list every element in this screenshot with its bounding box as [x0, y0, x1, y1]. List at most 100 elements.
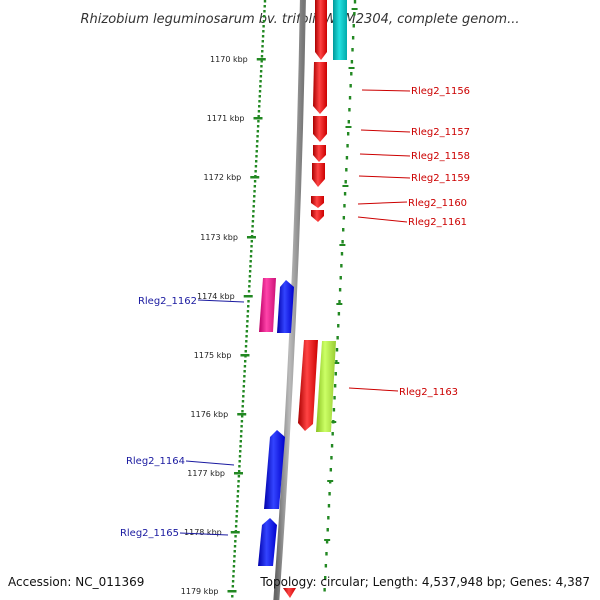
track-dot — [263, 5, 266, 8]
track-dot — [232, 565, 236, 568]
track-dot — [339, 276, 342, 280]
track-dot — [338, 288, 342, 292]
track-dot — [261, 45, 264, 48]
track-dot — [262, 20, 266, 23]
gene-label[interactable]: Rleg2_1164 — [126, 456, 185, 467]
track-dot — [257, 115, 260, 118]
track-dot — [327, 516, 330, 520]
tick-label: 1179 kbp — [181, 587, 219, 596]
track-dot — [259, 85, 262, 88]
tick-mark — [240, 354, 250, 357]
track-dot — [247, 290, 251, 293]
track-dot — [254, 170, 257, 173]
track-dash — [330, 421, 337, 423]
track-dot — [246, 310, 250, 313]
track-dot — [246, 320, 249, 323]
track-dot — [338, 300, 341, 304]
track-dot — [238, 460, 241, 463]
gene-arrow[interactable] — [313, 62, 327, 114]
gene-label[interactable]: Rleg2_1159 — [411, 173, 470, 184]
tick-label: 1172 kbp — [204, 173, 242, 182]
track-dot — [248, 275, 252, 278]
track-dot — [251, 225, 254, 228]
track-dot — [342, 216, 346, 220]
track-dot — [344, 180, 347, 184]
gene-arrow[interactable] — [316, 341, 336, 432]
track-dot — [343, 192, 347, 196]
gene-arrow[interactable] — [315, 0, 327, 60]
track-dot — [352, 24, 355, 28]
track-dot — [329, 468, 333, 472]
track-dot — [243, 375, 246, 378]
track-dot — [233, 545, 237, 548]
track-dot — [239, 445, 242, 448]
track-dot — [255, 150, 258, 153]
label-leaders — [179, 89, 411, 536]
track-dot — [245, 330, 249, 333]
track-dot — [346, 144, 349, 148]
gene-arrow[interactable] — [313, 116, 327, 142]
track-dot — [261, 35, 265, 38]
track-dash — [324, 539, 331, 541]
track-dot — [256, 130, 260, 133]
gene-arrow[interactable] — [298, 340, 318, 431]
gene-arrow[interactable] — [312, 163, 325, 187]
gene-arrow[interactable] — [333, 0, 347, 60]
track-dot — [239, 440, 242, 443]
track-dot — [248, 280, 251, 283]
track-dot — [348, 96, 352, 100]
track-dot — [247, 305, 250, 308]
track-dot — [350, 60, 354, 64]
tick-label: 1175 kbp — [194, 351, 232, 360]
track-dot — [262, 15, 266, 18]
gene-label[interactable]: Rleg2_1165 — [120, 528, 179, 539]
track-dot — [240, 420, 244, 423]
track-dot — [335, 348, 339, 352]
track-dot — [237, 480, 240, 483]
track-dot — [347, 120, 350, 124]
gene-arrow[interactable] — [313, 145, 326, 162]
track-dot — [241, 410, 244, 413]
gene-arrow[interactable] — [259, 278, 276, 332]
gene-arrow[interactable] — [277, 280, 294, 333]
track-dot — [235, 520, 238, 523]
track-dot — [335, 360, 338, 364]
track-dot — [251, 215, 255, 218]
track-dash — [339, 244, 346, 246]
track-dot — [245, 340, 248, 343]
track-dot — [337, 312, 341, 316]
track-dot — [343, 204, 346, 208]
track-dot — [353, 0, 357, 4]
track-dot — [258, 95, 261, 98]
gene-label[interactable]: Rleg2_1156 — [411, 86, 470, 97]
gene-arrow[interactable] — [311, 196, 324, 208]
track-dot — [260, 65, 263, 68]
track-dot — [231, 580, 235, 583]
track-dot — [256, 140, 259, 143]
gene-label[interactable]: Rleg2_1157 — [411, 127, 470, 138]
gene-label[interactable]: Rleg2_1161 — [408, 217, 467, 228]
track-dot — [242, 390, 245, 393]
gene-arrow[interactable] — [264, 430, 285, 509]
tick-label: 1178 kbp — [184, 528, 222, 537]
track-dot — [249, 255, 253, 258]
track-dot — [243, 370, 246, 373]
track-dot — [331, 432, 334, 436]
track-dot — [256, 125, 260, 128]
track-dot — [241, 405, 244, 408]
track-dot — [327, 504, 331, 508]
track-dot — [231, 585, 235, 588]
gene-label[interactable]: Rleg2_1158 — [411, 151, 470, 162]
gene-label[interactable]: Rleg2_1160 — [408, 198, 467, 209]
gene-arrow[interactable] — [258, 518, 277, 566]
track-dot — [348, 108, 351, 112]
track-dot — [259, 80, 262, 83]
track-dot — [253, 195, 256, 198]
track-dot — [236, 495, 239, 498]
gene-arrow[interactable] — [311, 210, 324, 222]
gene-label[interactable]: Rleg2_1163 — [399, 387, 458, 398]
gene-arrow[interactable] — [283, 588, 296, 598]
backbone-track — [273, 0, 306, 600]
gene-label[interactable]: Rleg2_1162 — [138, 296, 197, 307]
track-dot — [326, 528, 329, 532]
